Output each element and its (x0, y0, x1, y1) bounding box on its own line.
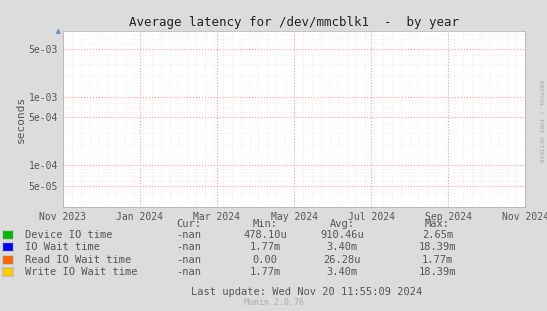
Text: 478.10u: 478.10u (243, 230, 287, 240)
Text: 2.65m: 2.65m (422, 230, 453, 240)
Text: Read IO Wait time: Read IO Wait time (25, 255, 131, 265)
Text: 1.77m: 1.77m (249, 242, 281, 252)
Text: -nan: -nan (176, 242, 201, 252)
Text: 1.77m: 1.77m (249, 267, 281, 277)
Y-axis label: seconds: seconds (16, 95, 26, 142)
Text: Write IO Wait time: Write IO Wait time (25, 267, 137, 277)
Text: -nan: -nan (176, 230, 201, 240)
Text: Max:: Max: (425, 219, 450, 229)
Text: RRDTOOL / TOBI OETIKER: RRDTOOL / TOBI OETIKER (538, 80, 543, 163)
Text: Cur:: Cur: (176, 219, 201, 229)
Text: Last update: Wed Nov 20 11:55:09 2024: Last update: Wed Nov 20 11:55:09 2024 (191, 287, 422, 297)
Text: Avg:: Avg: (329, 219, 354, 229)
Text: 26.28u: 26.28u (323, 255, 360, 265)
Text: 18.39m: 18.39m (419, 267, 456, 277)
Text: 3.40m: 3.40m (326, 242, 358, 252)
Text: 1.77m: 1.77m (422, 255, 453, 265)
Text: IO Wait time: IO Wait time (25, 242, 100, 252)
Text: Min:: Min: (253, 219, 278, 229)
Text: 910.46u: 910.46u (320, 230, 364, 240)
Text: Munin 2.0.76: Munin 2.0.76 (243, 298, 304, 307)
Text: 0.00: 0.00 (253, 255, 278, 265)
Text: 3.40m: 3.40m (326, 267, 358, 277)
Text: -nan: -nan (176, 255, 201, 265)
Text: 18.39m: 18.39m (419, 242, 456, 252)
Title: Average latency for /dev/mmcblk1  -  by year: Average latency for /dev/mmcblk1 - by ye… (129, 16, 459, 29)
Text: -nan: -nan (176, 267, 201, 277)
Text: Device IO time: Device IO time (25, 230, 112, 240)
